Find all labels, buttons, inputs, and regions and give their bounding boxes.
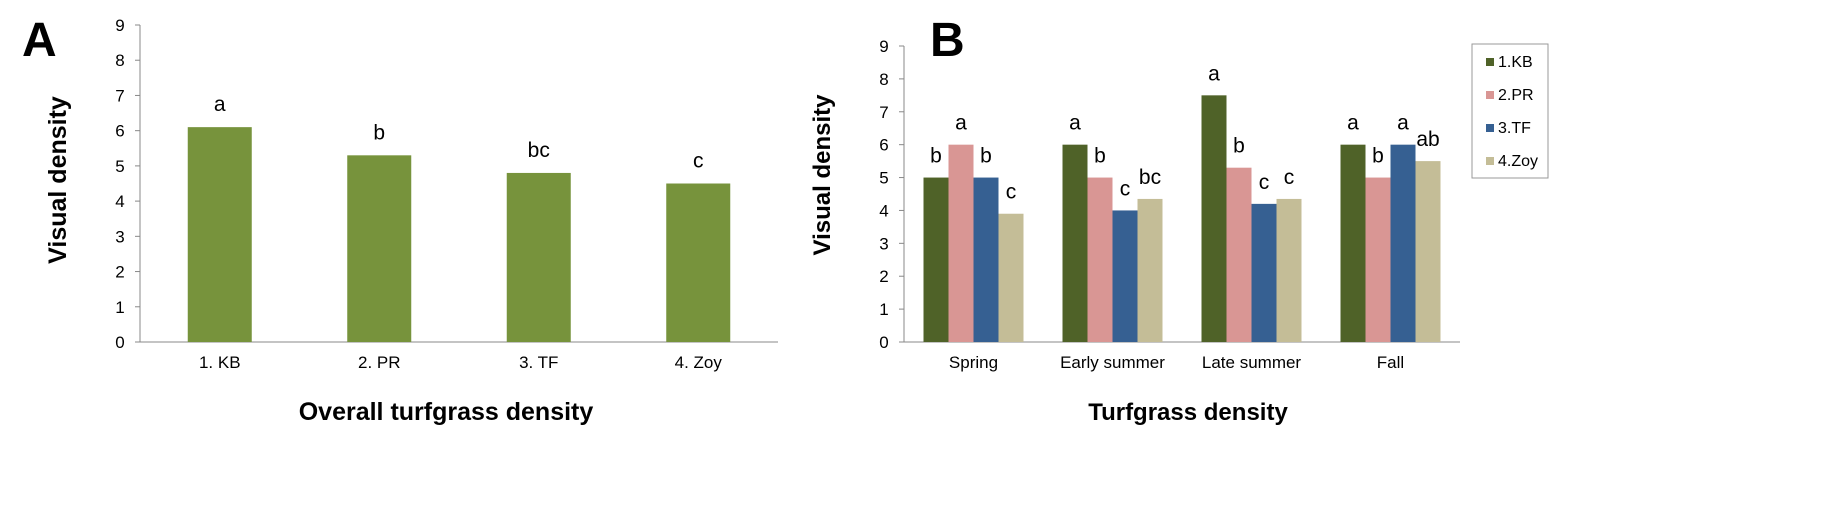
- y-tick-label: 9: [879, 37, 888, 56]
- bar: [1062, 144, 1088, 342]
- bar-significance-label: a: [214, 93, 226, 116]
- x-tick-label: 3. TF: [519, 353, 558, 372]
- y-tick-label: 2: [115, 263, 124, 282]
- y-tick-label: 7: [879, 103, 888, 122]
- bar-significance-label: c: [1120, 177, 1131, 200]
- y-tick-label: 0: [879, 333, 888, 352]
- x-tick-label: 2. PR: [358, 353, 401, 372]
- y-tick-label: 5: [879, 169, 888, 188]
- legend-label: 3.TF: [1498, 120, 1531, 137]
- bar: [1137, 198, 1163, 342]
- y-tick-label: 3: [879, 234, 888, 253]
- legend: 1.KB 2.PR 3.TF 4.Zoy: [1471, 43, 1549, 179]
- bar: [1365, 177, 1391, 342]
- y-tick-label: 6: [115, 122, 124, 141]
- x-tick-label: Late summer: [1202, 353, 1302, 372]
- bar: [1276, 198, 1302, 342]
- bar-significance-label: c: [1259, 171, 1270, 194]
- x-tick-label: Early summer: [1060, 353, 1165, 372]
- chart-b: 0 1 2 3 4 5 6 7 8 9 Visual density Turfgrass densit…: [809, 37, 1549, 426]
- bar: [1112, 210, 1138, 342]
- bar: [998, 213, 1024, 342]
- x-tick-label: Fall: [1377, 353, 1404, 372]
- y-axis-title: Visual density: [809, 94, 836, 256]
- bar-significance-label: b: [930, 145, 942, 168]
- bar: [1087, 177, 1113, 342]
- panel-label-b: B: [930, 14, 965, 67]
- panel-label-a: A: [22, 14, 57, 67]
- y-tick-label: 9: [115, 16, 124, 35]
- bar-significance-label: a: [955, 112, 967, 135]
- bar-significance-label: ab: [1416, 128, 1439, 151]
- legend-swatch: [1486, 157, 1494, 165]
- legend-swatch: [1486, 58, 1494, 66]
- bar-significance-label: c: [1284, 166, 1295, 189]
- bar-significance-label: a: [1208, 62, 1220, 85]
- bar: [1415, 161, 1441, 342]
- bar: [1390, 144, 1416, 342]
- x-axis-title: Overall turfgrass density: [299, 398, 594, 426]
- bar-significance-label: c: [1006, 181, 1017, 204]
- legend-label: 2.PR: [1498, 87, 1534, 104]
- legend-swatch: [1486, 91, 1494, 99]
- y-tick-label: 1: [115, 298, 124, 317]
- y-tick-label: 6: [879, 136, 888, 155]
- bar-significance-label: a: [1347, 112, 1359, 135]
- bar: [948, 144, 974, 342]
- y-tick-label: 4: [115, 192, 124, 211]
- bar: [1251, 203, 1277, 342]
- y-tick-label: 5: [115, 157, 124, 176]
- legend-box: [1471, 43, 1549, 179]
- bar-significance-label: b: [980, 145, 992, 168]
- bar: [923, 177, 949, 342]
- y-tick-label: 4: [879, 201, 888, 220]
- y-tick-label: 7: [115, 86, 124, 105]
- legend-label: 1.KB: [1498, 54, 1533, 71]
- y-tick-label: 0: [115, 333, 124, 352]
- y-tick-label: 2: [879, 267, 888, 286]
- legend-label: 4.Zoy: [1498, 153, 1538, 170]
- bar-significance-label: b: [1233, 135, 1245, 158]
- bar: [347, 155, 412, 342]
- y-tick-label: 8: [879, 70, 888, 89]
- bar: [506, 172, 571, 342]
- bar-significance-label: a: [1069, 112, 1081, 135]
- bar: [1226, 167, 1252, 342]
- bar-significance-label: b: [1094, 145, 1106, 168]
- y-axis-title: Visual density: [44, 96, 72, 264]
- chart-a: 0 1 2 3 4 5 6 7 8 9 Visual density Overall turfgras…: [44, 16, 778, 426]
- y-tick-label: 3: [115, 227, 124, 246]
- bar: [1340, 144, 1366, 342]
- y-tick-label: 8: [115, 51, 124, 70]
- bar-significance-label: bc: [1139, 166, 1161, 189]
- bar-significance-label: c: [693, 150, 704, 173]
- x-axis-title: Turfgrass density: [1088, 399, 1288, 426]
- bar-significance-label: bc: [528, 139, 550, 162]
- bar-significance-label: b: [1372, 145, 1384, 168]
- bar: [1201, 95, 1227, 342]
- x-tick-label: 4. Zoy: [675, 353, 723, 372]
- bar: [973, 177, 999, 342]
- x-tick-label: 1. KB: [199, 353, 241, 372]
- bar-significance-label: a: [1397, 112, 1409, 135]
- y-tick-label: 1: [879, 300, 888, 319]
- bar: [187, 127, 252, 343]
- bar-significance-label: b: [373, 121, 385, 144]
- legend-swatch: [1486, 124, 1494, 132]
- bar: [666, 183, 731, 342]
- x-tick-label: Spring: [949, 353, 998, 372]
